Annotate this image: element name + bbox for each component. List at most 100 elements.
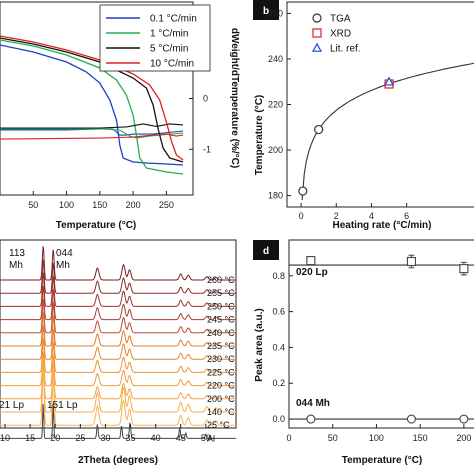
panel-d-frame (288, 239, 474, 429)
panel-d-ytick-label-0.4: 0.4 (272, 342, 285, 352)
panel-a-xtick-label-250: 250 (159, 200, 174, 210)
panel-d-xtick-label-0: 0 (286, 433, 291, 443)
panel-a-legend-box (99, 4, 211, 72)
panel-c-trace-al (0, 403, 236, 439)
panel-a-tga-10-c-min (0, 35, 184, 161)
panel-c-temp-label-240-c: 240 °C (207, 328, 235, 338)
panel-b-ytick-label-240: 240 (268, 54, 283, 64)
panel-a-series (0, 35, 184, 175)
panel-d-label-box (253, 240, 279, 260)
panel-c-temp-label-230-c: 230 °C (207, 354, 235, 364)
panel-a-ylabel-right: dWeight/dTemperature (%/°C) (229, 28, 240, 168)
panel-a-legend-label-0-1-c-min: 0.1 °C/min (150, 14, 197, 25)
panel-c-anno-mh2: Mh (56, 260, 70, 271)
panel-b-xtick-label-4: 4 (369, 211, 374, 221)
panel-c-temp-label-250-c: 250 °C (207, 301, 235, 311)
panel-c-temp-label-235-c: 235 °C (207, 341, 235, 351)
panel-c-traces (0, 246, 236, 439)
panel-d-xtick-label-100: 100 (369, 433, 384, 443)
panel-c-trace-25-c (0, 371, 236, 426)
panel-d-series-label-044mh: 044 Mh (296, 398, 330, 409)
panel-a-xtick-label-100: 100 (59, 200, 74, 210)
panel-c-trace-245-c (0, 285, 236, 321)
panel-a-dtg-5-c-min (0, 123, 184, 129)
panel-c: 260 °C 255 °C 250 °C 245 °C 240 °C 235 °C 230 … (0, 239, 237, 466)
panel-c-trace-250-c (0, 272, 236, 307)
panel-c-xtick-label-50: 50 (201, 433, 211, 443)
panel-a-legend-items: 0.1 °C/min 1 °C/min 5 °C/min 10 °C/min (106, 14, 197, 70)
panel-b-xtick-label-2: 2 (334, 211, 339, 221)
panel-c-anno-151lp: 151 Lp (47, 400, 78, 411)
panel-c-xtick-label-25: 25 (75, 433, 85, 443)
panel-a-xtick-label-50: 50 (28, 200, 38, 210)
panel-a-ytick-label--1: -1 (203, 144, 211, 154)
panel-c-trace-225-c (0, 338, 236, 373)
panel-b-ytick-label-200: 200 (268, 145, 283, 155)
panel-b-legend: TGA XRD Lit. ref. (311, 13, 361, 55)
panel-c-xtick-label-40: 40 (151, 433, 161, 443)
panel-c-trace-230-c (0, 325, 236, 360)
panel-c-xtick-label-35: 35 (126, 433, 136, 443)
panel-a-tga-5-c-min (0, 37, 184, 163)
panel-c-xlabel: 2Theta (degrees) (78, 455, 158, 466)
panel-d-xlabel: Temperature (°C) (342, 455, 423, 466)
panel-c-temp-label-260-c: 260 °C (207, 275, 235, 285)
panel-d-ytick-label-0.2: 0.2 (272, 378, 285, 388)
panel-a-legend-label-10-c-min: 10 °C/min (150, 59, 194, 70)
panel-d-xtick-label-50: 50 (328, 433, 338, 443)
panel-c-xtick-label-45: 45 (176, 433, 186, 443)
panel-d-point-020-lp-2 (459, 264, 469, 274)
panel-c-temp-label-220-c: 220 °C (207, 381, 235, 391)
panel-c-trace-140-c (0, 357, 236, 413)
panel-c-anno-mh1: Mh (9, 260, 23, 271)
panel-a-legend: 0.1 °C/min 1 °C/min 5 °C/min 10 °C/min (99, 4, 211, 72)
panel-c-xtick-label-15: 15 (25, 433, 35, 443)
panel-a-dtg-1-c-min (0, 128, 184, 139)
panel-b-point-tga-0 (298, 186, 308, 196)
panel-c-trace-255-c (0, 259, 236, 294)
panel-a-legend-label-1-c-min: 1 °C/min (150, 29, 188, 40)
panel-d-ytick-label-0: 0.0 (272, 414, 285, 424)
panel-c-trace-235-c (0, 312, 236, 347)
panel-a-dtg-10-c-min (0, 133, 184, 140)
panel-c-trace-200-c (0, 365, 236, 400)
panel-b-legend-marker-lit-ref (311, 42, 323, 52)
panel-c-x-ticks: 10 15 20 25 30 35 40 45 50 (0, 424, 211, 443)
panel-b-ytick-label-220: 220 (268, 100, 283, 110)
panel-b-x-ticks: 0 2 4 6 (299, 203, 409, 221)
panel-c-temp-label-25-c: 25 °C (207, 420, 230, 430)
panel-b-xtick-label-0: 0 (299, 211, 304, 221)
panel-d-xtick-label-200: 200 (456, 433, 471, 443)
panel-b-legend-label-tga: TGA (330, 14, 351, 25)
panel-b-ytick-label-180: 180 (268, 191, 283, 201)
panel-c-trace-240-c (0, 299, 236, 334)
panel-d-data (289, 254, 474, 424)
panel-d-xtick-label-150: 150 (413, 433, 428, 443)
panel-c-trace-260-c (0, 246, 236, 281)
panel-b-xlabel: Heating rate (°C/min) (332, 220, 431, 231)
panel-c-temp-label-140-c: 140 °C (207, 407, 235, 417)
panel-d-point-044-mh-0 (306, 414, 316, 424)
panel-d-point-020-lp-1 (406, 256, 416, 267)
panel-a-tga-1-c-min (0, 39, 184, 175)
panel-c-anno-044: 044 (56, 248, 73, 259)
panel-a-dtg-0-1-c-min (0, 128, 184, 136)
panel-d-point-020-lp-0 (306, 256, 316, 266)
panel-d-ytick-label-0.6: 0.6 (272, 307, 285, 317)
panel-b-label-box (253, 0, 279, 20)
panel-b-ytick-label-260: 260 (268, 8, 283, 18)
panel-b-xtick-label-6: 6 (404, 211, 409, 221)
panel-b-legend-marker-xrd (312, 28, 322, 38)
panel-c-temperature-labels: 260 °C 255 °C 250 °C 245 °C 240 °C 235 °C 230 … (207, 275, 235, 443)
panel-c-trace-220-c (0, 351, 236, 387)
panel-c-temp-label-225-c: 225 °C (207, 367, 235, 377)
panel-c-xtick-label-10: 10 (0, 433, 10, 443)
panel-b: b 180 200 220 240 260 0 2 4 6 TGA XRD Lit. ref. H… (253, 0, 474, 231)
panel-c-xtick-label-30: 30 (100, 433, 110, 443)
panel-b-label: b (263, 6, 269, 17)
panel-d-label: d (263, 246, 269, 257)
panel-b-ylabel: Temperature (°C) (254, 95, 265, 176)
panel-c-anno-113: 113 (9, 248, 25, 259)
panel-a-legend-label-5-c-min: 5 °C/min (150, 44, 188, 55)
